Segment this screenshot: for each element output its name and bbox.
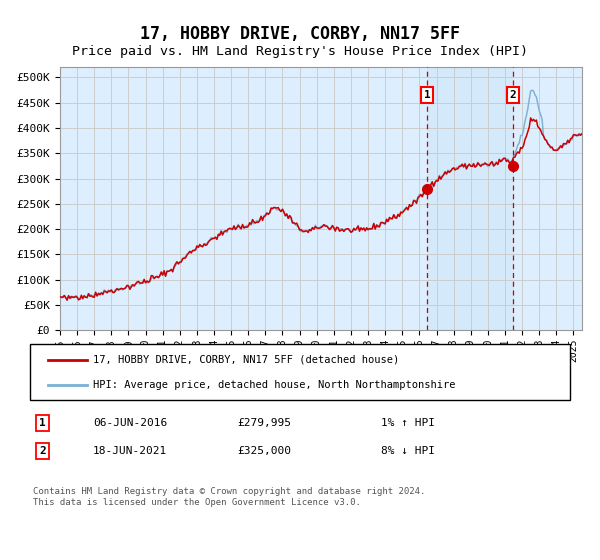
Text: 1: 1 [39, 418, 46, 428]
Text: 18-JUN-2021: 18-JUN-2021 [93, 446, 167, 456]
Text: 17, HOBBY DRIVE, CORBY, NN17 5FF: 17, HOBBY DRIVE, CORBY, NN17 5FF [140, 25, 460, 43]
Text: 06-JUN-2016: 06-JUN-2016 [93, 418, 167, 428]
Text: 2: 2 [39, 446, 46, 456]
Text: 8% ↓ HPI: 8% ↓ HPI [381, 446, 435, 456]
Text: 2: 2 [509, 90, 516, 100]
Text: £325,000: £325,000 [237, 446, 291, 456]
Bar [427, 67, 513, 330]
Text: 17, HOBBY DRIVE, CORBY, NN17 5FF (detached house): 17, HOBBY DRIVE, CORBY, NN17 5FF (detach… [93, 354, 399, 365]
Text: 1% ↑ HPI: 1% ↑ HPI [381, 418, 435, 428]
Text: Contains HM Land Registry data © Crown copyright and database right 2024.
This d: Contains HM Land Registry data © Crown c… [33, 487, 425, 507]
Text: 1: 1 [424, 90, 430, 100]
Text: Price paid vs. HM Land Registry's House Price Index (HPI): Price paid vs. HM Land Registry's House … [72, 45, 528, 58]
Text: £279,995: £279,995 [237, 418, 291, 428]
Text: HPI: Average price, detached house, North Northamptonshire: HPI: Average price, detached house, Nort… [93, 380, 455, 390]
